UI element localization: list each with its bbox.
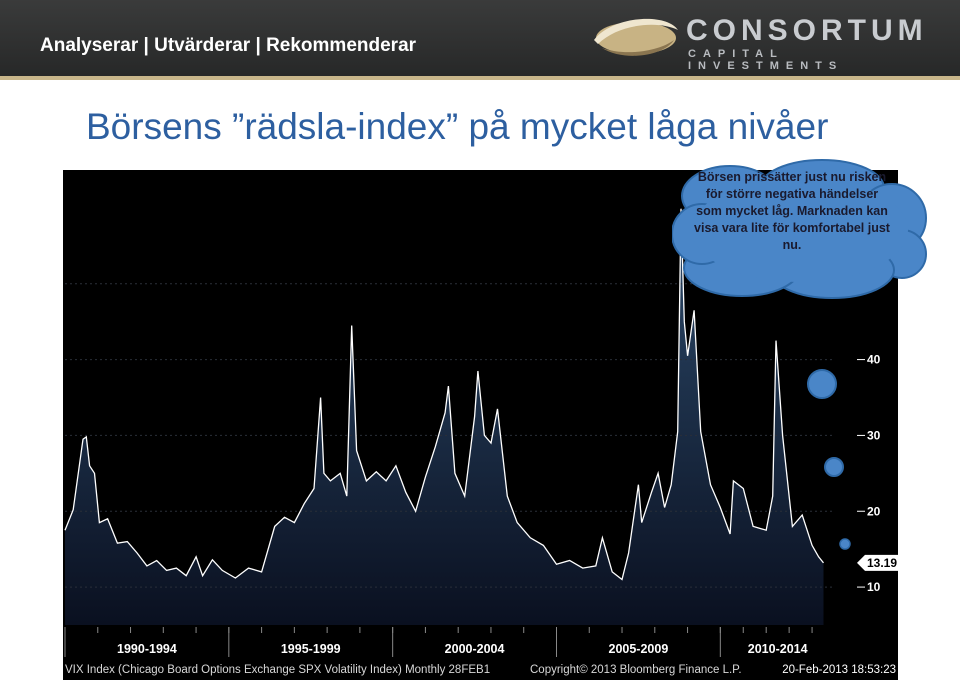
callout-dot-3 (839, 538, 851, 550)
x-group-label: 1990-1994 (117, 642, 177, 656)
callout-text: Börsen prissätter just nu risken för stö… (694, 170, 890, 252)
logo-name: CONSORTUM (686, 14, 928, 47)
footer-date: 20-Feb-2013 18:53:23 (782, 664, 896, 676)
y-tick-label: 10 (867, 580, 881, 594)
x-group-label: 2010-2014 (748, 642, 808, 656)
series-line (64, 208, 825, 581)
consortum-logo: CONSORTUM CAPITAL INVESTMENTS (588, 10, 928, 72)
y-tick-label: 30 (867, 428, 881, 442)
x-axis-groups: 1990-1994 1995-1999 2000-2004 2005-2009 2010… (63, 627, 898, 680)
last-value-marker: 13.19 (857, 554, 898, 571)
y-tick-label: 40 (867, 353, 881, 367)
callout-cloud (672, 159, 927, 299)
slide-title: Börsens ”rädsla-index” på mycket låga ni… (86, 106, 829, 147)
header-band: Analyserar | Utvärderar | Rekommenderar … (0, 0, 960, 80)
logo-swoosh-icon (594, 18, 678, 56)
last-value-label: 13.19 (867, 556, 897, 570)
footer-right: Copyright© 2013 Bloomberg Finance L.P. (530, 664, 742, 676)
footer-left: VIX Index (Chicago Board Options Exchang… (65, 664, 490, 676)
callout-dot-2 (824, 457, 844, 477)
logo-subtitle: CAPITAL INVESTMENTS (688, 48, 844, 72)
callout-trail-dots (807, 369, 851, 550)
callout-dot-1 (807, 369, 837, 399)
last-value-arrow (857, 554, 898, 571)
x-group-label: 1995-1999 (281, 642, 341, 656)
grid-lines (65, 283, 835, 588)
tagline: Analyserar | Utvärderar | Rekommenderar (40, 35, 417, 56)
x-group-label: 2000-2004 (445, 642, 505, 656)
header-underline (0, 76, 960, 80)
x-group-label: 2005-2009 (609, 642, 669, 656)
x-axis-band (63, 627, 898, 680)
y-tick-label: 20 (867, 504, 881, 518)
